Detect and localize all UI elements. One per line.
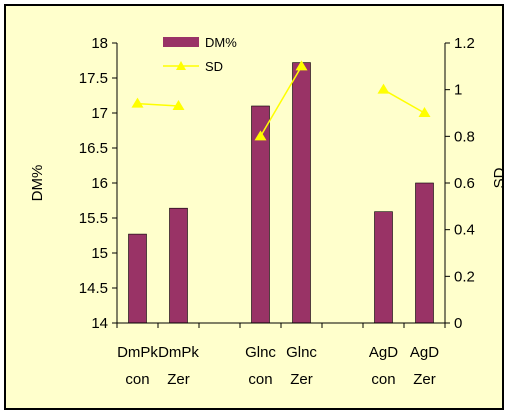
x-tick-label: AgD <box>410 344 439 361</box>
y2-tick-label: 1 <box>454 82 462 99</box>
y2-tick-label: 0.4 <box>454 222 475 239</box>
bar <box>374 211 393 324</box>
sd-line-segment <box>259 65 303 137</box>
x-tick-label: Glnc <box>286 344 317 361</box>
bar <box>415 182 434 324</box>
legend-swatch-dm <box>163 37 199 47</box>
sd-point <box>377 83 390 94</box>
left-axis-ticks: 14 14.5 15 15.5 16 16.5 17 17.5 18 <box>79 35 117 332</box>
y-tick-label: 16.5 <box>79 140 108 157</box>
sd-point <box>131 97 144 108</box>
y2-tick-label: 1.2 <box>454 35 475 52</box>
y2-tick-label: 0.2 <box>454 268 475 285</box>
x-tick-label: Zer <box>413 371 436 388</box>
y-tick-label: 15.5 <box>79 210 108 227</box>
y-tick-label: 18 <box>91 35 108 52</box>
y2-tick-label: 0.6 <box>454 175 475 192</box>
x-tick-label: DmPk <box>158 344 199 361</box>
x-tick-label: Glnc <box>245 344 276 361</box>
y2-tick-label: 0 <box>454 315 462 332</box>
bar <box>128 233 147 324</box>
legend-label-sd: SD <box>205 59 223 74</box>
bar <box>169 207 188 324</box>
bar-group <box>128 62 434 324</box>
sd-point <box>418 107 431 117</box>
sd-point <box>172 100 185 110</box>
x-tick-label: DmPk <box>117 344 158 361</box>
y-tick-label: 17 <box>91 105 108 122</box>
y-tick-label: 16 <box>91 175 108 192</box>
sd-line-segment <box>137 102 179 107</box>
bar <box>292 62 311 324</box>
x-tick-label: con <box>125 371 149 388</box>
y-tick-label: 17.5 <box>79 70 108 87</box>
y-axis-label: DM% <box>29 165 46 202</box>
x-tick-label: Zer <box>290 371 313 388</box>
x-tick-label: AgD <box>369 344 398 361</box>
legend-swatch-sd-marker <box>176 61 186 70</box>
sd-point <box>295 60 308 71</box>
right-axis-ticks: 0 0.2 0.4 0.6 0.8 1 1.2 <box>445 35 475 332</box>
sd-point <box>254 130 267 141</box>
x-tick-label: Zer <box>167 371 190 388</box>
y2-tick-label: 0.8 <box>454 128 475 145</box>
legend-label-dm: DM% <box>205 35 237 50</box>
sd-line-segment <box>383 89 425 114</box>
y-tick-label: 14.5 <box>79 280 108 297</box>
y2-axis-label: SD <box>491 167 508 188</box>
legend: DM% SD <box>163 35 237 74</box>
x-tick-label: con <box>371 371 395 388</box>
sd-line-group <box>131 60 431 141</box>
y-tick-label: 14 <box>91 315 108 332</box>
x-tick-label: con <box>248 371 272 388</box>
y-tick-label: 15 <box>91 245 108 262</box>
